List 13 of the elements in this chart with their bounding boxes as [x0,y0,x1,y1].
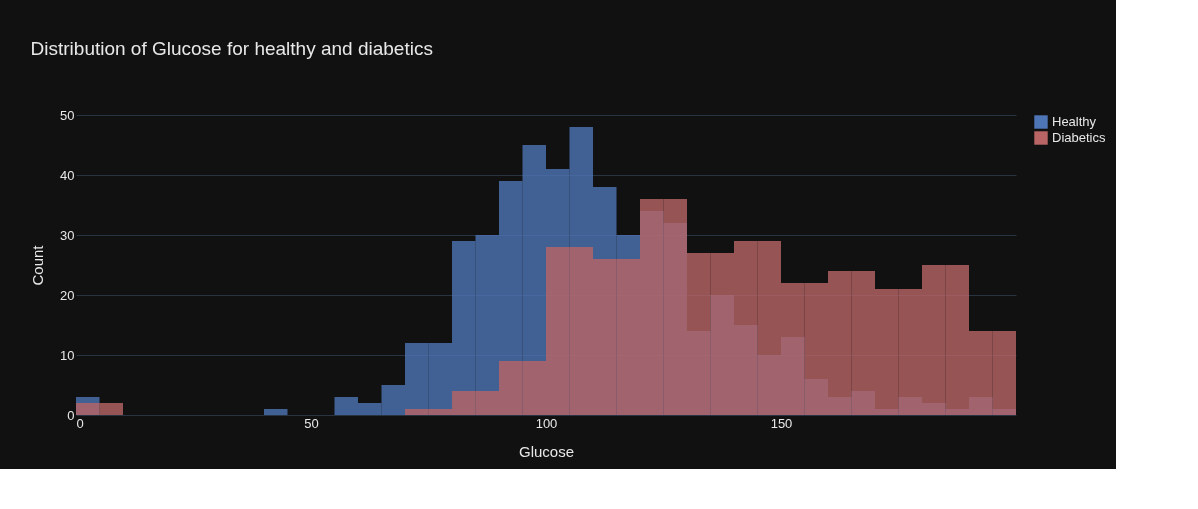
chart-title: Distribution of Glucose for healthy and diabetics [30,38,433,59]
legend-label: Diabetics [1052,130,1106,145]
legend-label: Healthy [1052,114,1097,129]
x-tick-label: 100 [535,415,558,431]
y-tick-label: 50 [60,107,75,123]
y-tick-label: 10 [60,347,75,363]
y-tick-label: 40 [60,167,75,183]
x-axis-title: Glucose [518,442,575,460]
x-tick-label: 50 [304,415,319,431]
x-tick-label: 150 [770,415,793,431]
y-tick-label: 30 [60,227,75,243]
y-axis-title: Count [29,244,47,286]
y-tick-label: 20 [60,287,75,303]
